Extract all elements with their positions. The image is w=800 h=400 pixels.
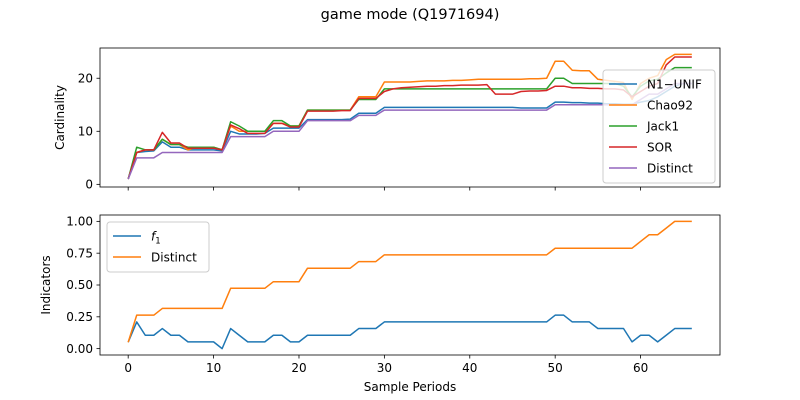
top-series-line-4 <box>127 82 692 180</box>
top-y-tick-label-0: 0 <box>85 178 93 192</box>
figure-title: game mode (Q1971694) <box>321 7 500 23</box>
top-axes: 0 10 20 Cardinality N1−UNIF Chao92 Jack1 SOR Dis… <box>53 47 721 192</box>
top-series-line-0 <box>127 82 692 180</box>
bottom-y-tick-label-0: 0.00 <box>66 342 93 356</box>
top-y-tick-label-1: 10 <box>78 124 93 138</box>
bottom-x-tick-label-6: 60 <box>633 361 648 375</box>
bottom-y-tick-label-4: 1.00 <box>66 215 93 229</box>
bottom-y-axis-label: Indicators <box>39 255 53 314</box>
bottom-x-axis-label: Sample Periods <box>364 380 456 394</box>
bottom-x-tick-label-4: 40 <box>462 361 477 375</box>
bottom-legend: f1 Distinct <box>106 221 210 273</box>
bottom-series-line-0 <box>127 314 692 350</box>
top-legend-label-0: N1−UNIF <box>647 77 702 91</box>
bottom-x-tick-label-0: 0 <box>124 361 132 375</box>
bottom-legend-label-0: f1 <box>151 229 161 246</box>
bottom-y-tick-label-2: 0.50 <box>66 278 93 292</box>
bottom-y-tick-label-1: 0.25 <box>66 310 93 324</box>
top-legend-box <box>602 69 716 184</box>
top-series-line-3 <box>127 56 692 180</box>
top-legend-label-2: Jack1 <box>646 119 679 133</box>
bottom-y-tick-label-3: 0.75 <box>66 246 93 260</box>
top-legend-label-3: SOR <box>647 140 672 154</box>
bottom-legend-label-1: Distinct <box>151 250 197 264</box>
bottom-x-tick-label-2: 20 <box>291 361 306 375</box>
bottom-x-tick-label-3: 30 <box>377 361 392 375</box>
bottom-x-tick-label-1: 10 <box>206 361 221 375</box>
bottom-legend-box <box>106 221 210 273</box>
top-legend-label-1: Chao92 <box>647 98 693 112</box>
top-legend: N1−UNIF Chao92 Jack1 SOR Distinct <box>602 69 716 184</box>
top-axes-frame <box>99 47 721 188</box>
top-legend-label-4: Distinct <box>647 161 693 175</box>
top-y-tick-label-2: 20 <box>78 71 93 85</box>
bottom-axes: 0 10 20 30 40 50 60 0.00 0.25 0.50 0.75 1.00 Indicat… <box>39 215 721 394</box>
bottom-x-tick-label-5: 50 <box>548 361 563 375</box>
bottom-series-line-1 <box>127 220 692 343</box>
top-y-axis-label: Cardinality <box>53 85 67 150</box>
